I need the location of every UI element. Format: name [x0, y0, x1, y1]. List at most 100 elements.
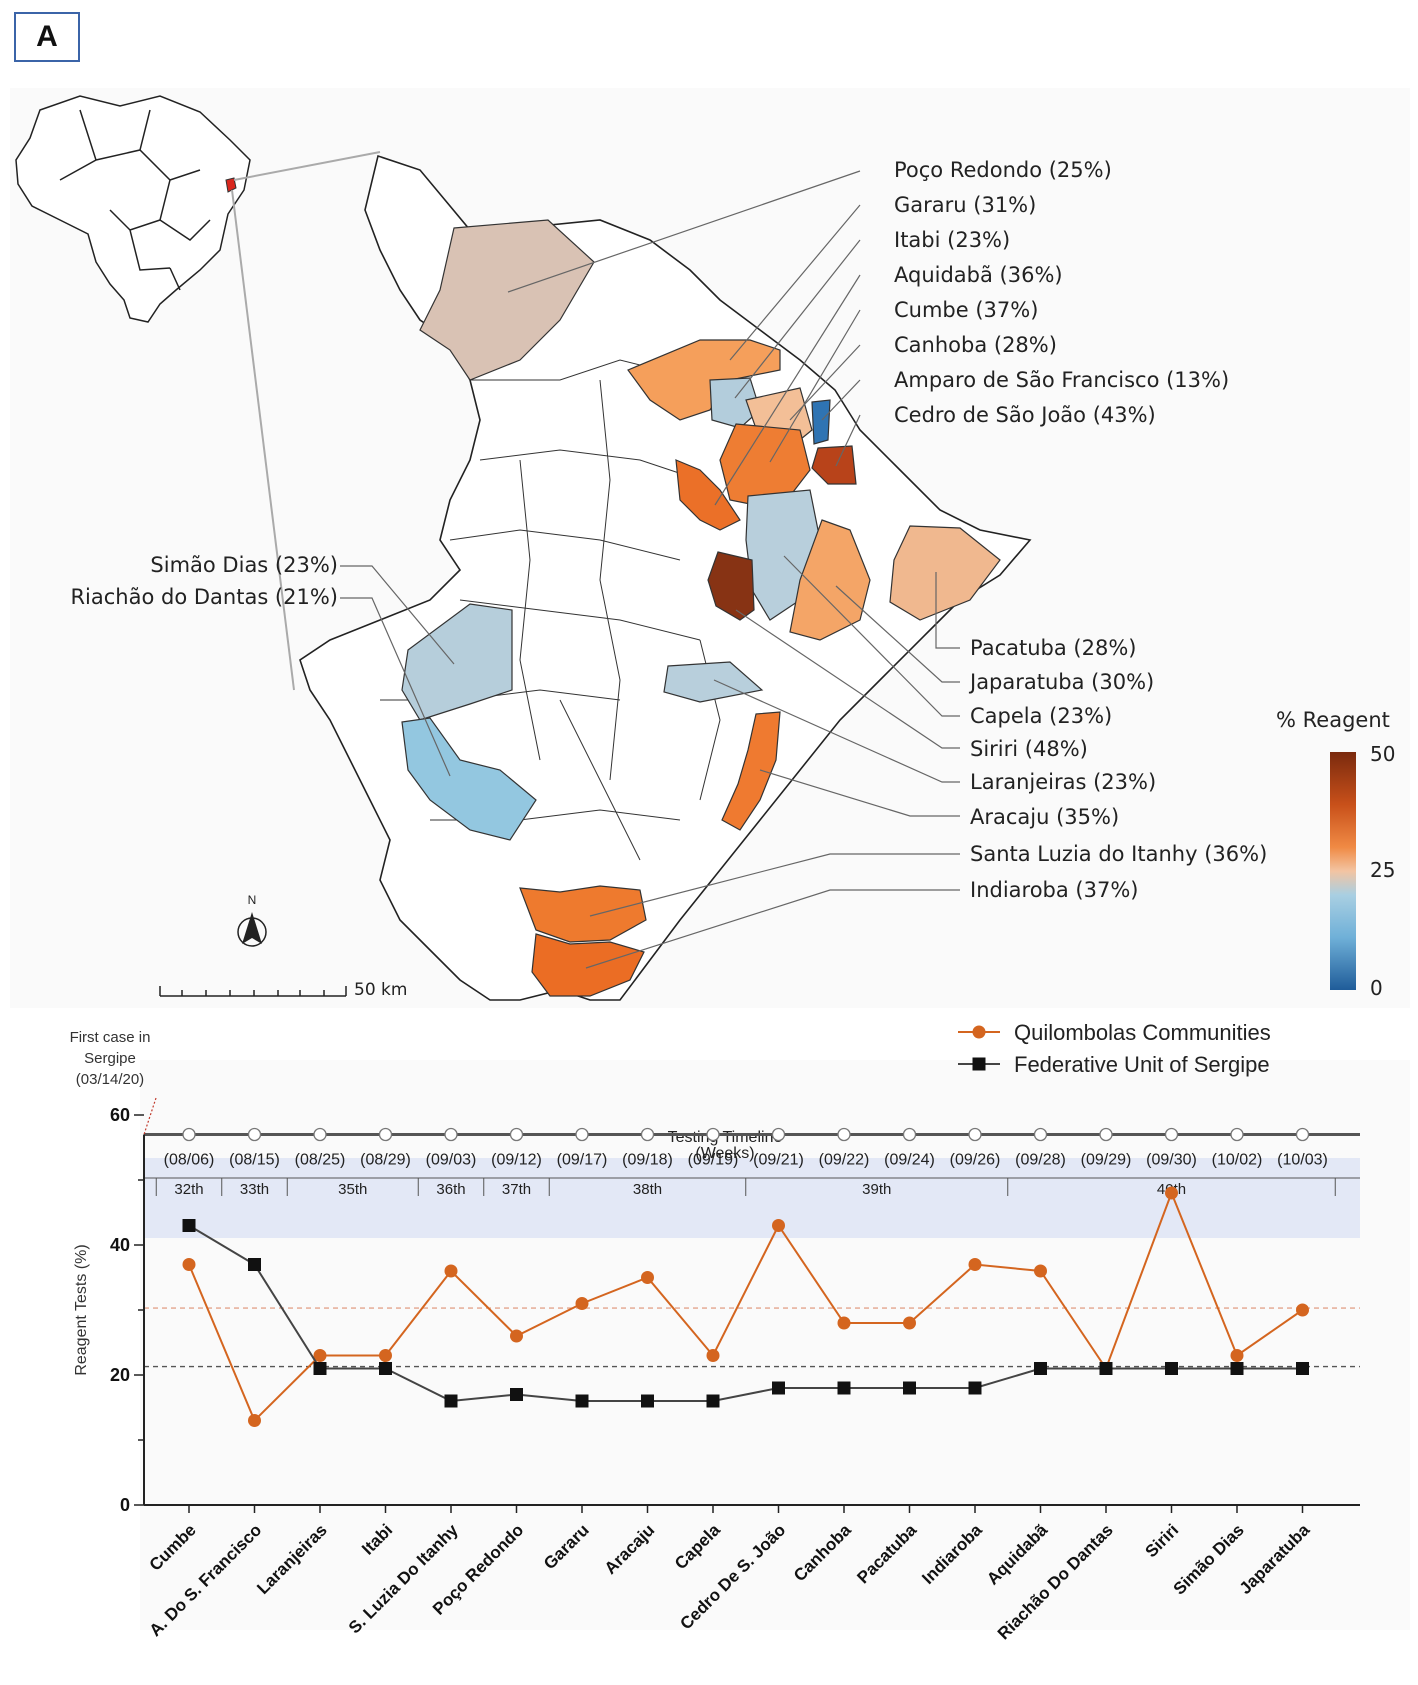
timeline-date-label: (09/22)	[819, 1152, 870, 1169]
timeline-date-marker	[378, 1127, 393, 1142]
region-pacatuba	[889, 525, 1001, 621]
data-point-sergipe	[575, 1394, 589, 1408]
data-point-quilombolas	[837, 1316, 851, 1330]
label-santa-luzia: Santa Luzia do Itanhy (36%)	[970, 842, 1268, 866]
timeline-date-marker	[1033, 1127, 1048, 1142]
data-point-sergipe	[444, 1394, 458, 1408]
timeline-date-label: (10/02)	[1212, 1152, 1263, 1169]
week-label: 39th	[862, 1181, 891, 1198]
timeline-title: Testing Timeline	[668, 1129, 783, 1146]
region-amparo	[811, 399, 831, 445]
label-cedro: Cedro de São João (43%)	[894, 403, 1156, 427]
label-pacatuba: Pacatuba (28%)	[970, 636, 1137, 660]
region-santa-luzia	[519, 885, 647, 943]
scale-label: 50 km	[354, 980, 408, 1000]
week-label: 37th	[502, 1181, 531, 1198]
timeline-date-label: (09/19)	[688, 1152, 739, 1169]
label-aquidaba: Aquidabã (36%)	[894, 263, 1063, 287]
label-siriri: Siriri (48%)	[970, 737, 1088, 761]
data-point-sergipe	[248, 1258, 261, 1271]
label-aracaju: Aracaju (35%)	[970, 805, 1120, 829]
series-line-quilombolas	[188, 1190, 1304, 1423]
color-scale-bar	[1330, 752, 1356, 990]
timeline-date-marker	[706, 1127, 720, 1142]
region-aracaju	[721, 711, 781, 831]
colored-municipalities	[401, 219, 1001, 997]
data-point-quilombolas	[575, 1297, 589, 1310]
timeline-date-label: (09/24)	[884, 1152, 935, 1169]
data-point-quilombolas	[772, 1219, 785, 1232]
chart-background	[140, 1060, 1410, 1630]
region-cedro	[811, 445, 857, 485]
label-canhoba: Canhoba (28%)	[894, 333, 1057, 357]
data-point-quilombolas	[1165, 1186, 1178, 1200]
data-point-sergipe	[968, 1381, 982, 1395]
label-capela: Capela (23%)	[970, 704, 1113, 728]
region-gararu	[627, 339, 781, 421]
region-itabi	[709, 377, 761, 429]
data-point-quilombolas	[1230, 1349, 1244, 1362]
scale-bar	[159, 986, 347, 997]
region-poco-redondo	[419, 219, 595, 381]
north-arrow-icon	[237, 912, 267, 947]
timeline-date-label: (09/17)	[557, 1152, 608, 1169]
timeline-date-marker	[902, 1127, 917, 1142]
week-label: 33th	[240, 1181, 269, 1198]
timeline-date-label: (09/28)	[1015, 1152, 1066, 1169]
data-point-sergipe	[772, 1381, 785, 1395]
region-laranjeiras	[663, 661, 764, 703]
timeline-date-marker	[182, 1127, 196, 1142]
timeline-date-label: (08/25)	[295, 1152, 346, 1169]
municipality-borders	[380, 359, 721, 861]
week-label: 38th	[633, 1181, 662, 1198]
data-point-sergipe	[1230, 1362, 1244, 1375]
label-amparo: Amparo de São Francisco (13%)	[894, 368, 1230, 392]
legend-label: Federative Unit of Sergipe	[1014, 1052, 1270, 1077]
data-point-quilombolas	[379, 1349, 392, 1362]
timeline-date-label: (08/15)	[229, 1152, 280, 1169]
label-simao-dias: Simão Dias (23%)	[150, 553, 338, 577]
timeline-date-marker	[509, 1127, 524, 1142]
data-point-sergipe	[182, 1219, 196, 1232]
timeline-date-label: (09/26)	[950, 1152, 1001, 1169]
timeline-subtitle: (Weeks)	[695, 1145, 754, 1162]
region-japaratuba	[789, 519, 871, 641]
y-axis-label: Reagent Tests (%)	[73, 1244, 90, 1375]
timeline-date-marker	[1295, 1127, 1310, 1142]
week-label: 32th	[174, 1181, 203, 1198]
data-point-sergipe	[1296, 1362, 1309, 1375]
timeline-date-label: (08/29)	[360, 1152, 411, 1169]
timeline-date-label: (09/12)	[491, 1152, 542, 1169]
north-label: N	[248, 893, 257, 907]
map-figure: N	[15, 95, 1032, 1001]
timeline-date-marker	[771, 1127, 786, 1142]
data-point-quilombolas	[1296, 1303, 1309, 1317]
timeline-date-marker	[1230, 1127, 1244, 1142]
region-riachao	[401, 717, 537, 841]
brazil-inset-map	[15, 95, 251, 323]
region-cumbe	[675, 459, 741, 531]
data-point-sergipe	[1099, 1362, 1113, 1375]
label-cumbe: Cumbe (37%)	[894, 298, 1039, 322]
data-point-quilombolas	[182, 1258, 196, 1271]
y-tick-label: 0	[120, 1495, 130, 1515]
legend-min-label: 0	[1370, 976, 1383, 1000]
legend-mid-label: 25	[1370, 858, 1396, 882]
label-indiaroba: Indiaroba (37%)	[970, 878, 1139, 902]
data-point-sergipe	[641, 1394, 654, 1408]
label-itabi: Itabi (23%)	[894, 228, 1011, 252]
timeline-date-label: (09/18)	[622, 1152, 673, 1169]
legend-title: % Reagent	[1276, 708, 1390, 732]
timeline-date-label: (09/03)	[426, 1152, 477, 1169]
legend-marker-square	[972, 1057, 986, 1071]
sergipe-highlight	[225, 177, 237, 193]
data-point-sergipe	[706, 1394, 720, 1408]
y-tick-label: 60	[110, 1105, 130, 1125]
region-simao-dias	[401, 603, 513, 721]
data-point-quilombolas	[1034, 1264, 1047, 1278]
timeline-date-marker	[1164, 1127, 1179, 1142]
timeline-date-marker	[837, 1127, 851, 1142]
legend-marker-circle	[972, 1025, 986, 1039]
label-leader-lines	[340, 170, 960, 969]
label-japaratuba: Japaratuba (30%)	[970, 670, 1155, 694]
